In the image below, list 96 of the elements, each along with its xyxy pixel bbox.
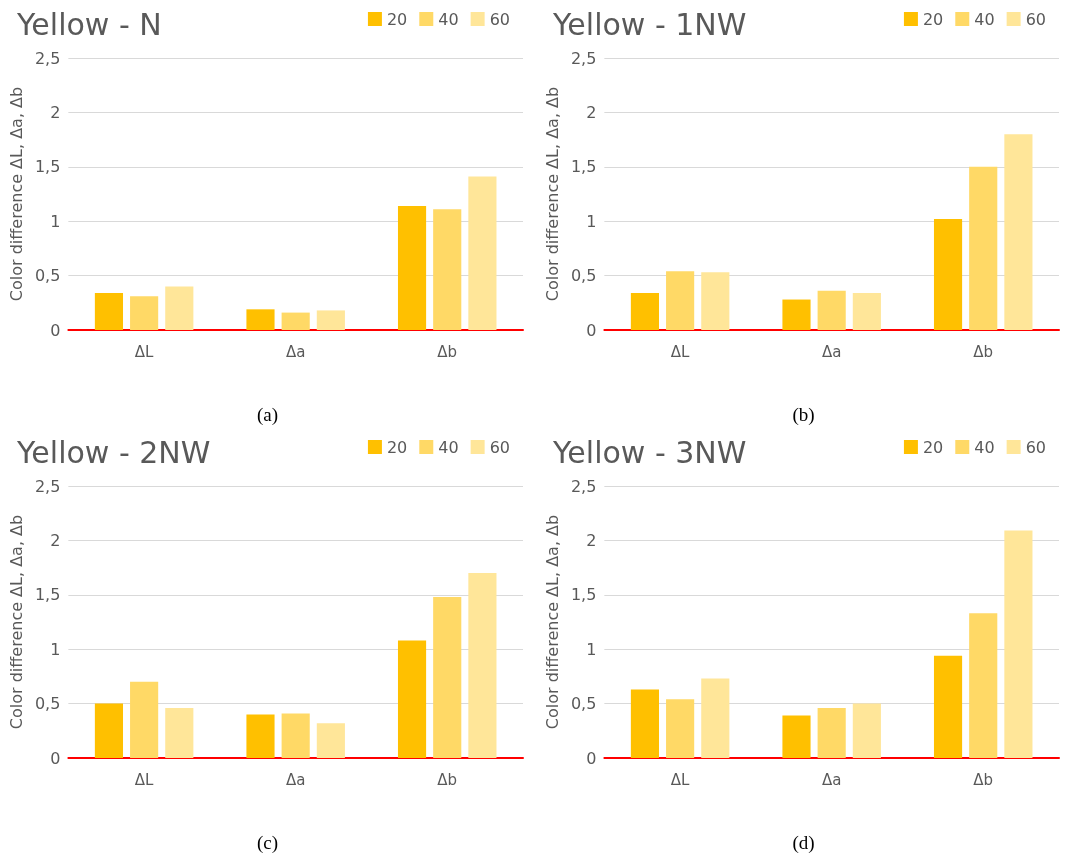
y-tick-label: 0: [586, 320, 597, 340]
y-tick-label: 2,5: [34, 476, 61, 496]
bar: [933, 655, 963, 758]
bar: [701, 678, 730, 758]
legend-label: 20: [386, 9, 408, 29]
text: (d): [792, 832, 815, 854]
y-tick-label: 0: [50, 320, 61, 340]
text: (c): [256, 832, 279, 854]
text: (b): [792, 404, 815, 426]
bar: [852, 293, 881, 330]
legend-label: 60: [489, 9, 510, 29]
y-tick-label: 1: [50, 639, 61, 659]
bar: [246, 309, 275, 330]
y-tick-label: 0,5: [570, 266, 597, 286]
bar: [666, 271, 695, 330]
legend-label: 20: [922, 437, 944, 457]
y-tick-label: 0: [586, 748, 597, 768]
y-tick-label: 2,5: [34, 48, 61, 68]
legend-label: 60: [489, 437, 510, 457]
y-tick-label: 2,5: [570, 48, 597, 68]
y-tick-label: 2: [50, 530, 61, 550]
chart-title: Yellow - N: [16, 6, 162, 42]
x-tick-label: Δa: [821, 770, 842, 789]
x-tick-label: Δa: [285, 770, 306, 789]
bar: [281, 713, 310, 758]
chart-title: Yellow - 1NW: [552, 6, 747, 42]
bar: [666, 699, 695, 758]
bar: [468, 176, 497, 330]
y-tick-label: 1,5: [34, 157, 61, 177]
bar: [782, 715, 811, 758]
y-tick-label: 0,5: [34, 694, 61, 714]
bar: [165, 707, 194, 758]
bar: [433, 209, 462, 330]
bar: [94, 293, 124, 330]
bar: [852, 703, 881, 758]
y-tick-label: 1,5: [34, 585, 61, 605]
bar: [969, 166, 998, 330]
bar: [630, 689, 660, 758]
y-tick-label: 2,5: [570, 476, 597, 496]
legend-label: 60: [1025, 437, 1046, 457]
bar: [316, 723, 345, 758]
x-tick-label: Δa: [285, 342, 306, 361]
bar: [933, 219, 963, 330]
bar: [397, 640, 427, 758]
y-tick-label: 1: [586, 639, 597, 659]
x-tick-label: ΔL: [134, 770, 155, 789]
y-tick-label: 1: [586, 211, 597, 231]
x-tick-label: Δb: [437, 770, 458, 789]
y-tick-label: 1: [50, 211, 61, 231]
bar: [246, 714, 275, 758]
x-tick-label: Δb: [437, 342, 458, 361]
y-tick-label: 2: [586, 530, 597, 550]
y-axis-title: Color difference ΔL, Δa, Δb: [542, 86, 562, 302]
x-tick-label: ΔL: [134, 342, 155, 361]
bar: [468, 573, 497, 758]
x-tick-label: Δa: [821, 342, 842, 361]
bar: [630, 293, 660, 330]
bar: [397, 205, 427, 330]
y-tick-label: 0: [50, 748, 61, 768]
y-axis-title: Color difference ΔL, Δa, Δb: [6, 86, 26, 302]
legend-label: 40: [438, 9, 459, 29]
legend-label: 20: [386, 437, 408, 457]
bar: [316, 310, 345, 330]
x-tick-label: ΔL: [670, 770, 691, 789]
bar: [1004, 530, 1033, 758]
legend-label: 40: [974, 437, 995, 457]
bar: [94, 703, 124, 758]
legend-label: 20: [922, 9, 944, 29]
bar: [433, 596, 462, 758]
y-axis-title: Color difference ΔL, Δa, Δb: [542, 514, 562, 730]
bar: [130, 296, 159, 330]
x-tick-label: Δb: [973, 342, 994, 361]
y-tick-label: 2: [50, 102, 61, 122]
y-tick-label: 2: [586, 102, 597, 122]
bar: [969, 613, 998, 758]
legend-label: 40: [438, 437, 459, 457]
bar: [817, 290, 846, 330]
legend-label: 60: [1025, 9, 1046, 29]
bar: [165, 286, 194, 330]
y-tick-label: 1,5: [570, 157, 597, 177]
y-tick-label: 1,5: [570, 585, 597, 605]
x-tick-label: Δb: [973, 770, 994, 789]
bar: [701, 272, 730, 330]
text: (a): [256, 404, 279, 426]
y-tick-label: 0,5: [570, 694, 597, 714]
bar: [130, 681, 159, 758]
y-tick-label: 0,5: [34, 266, 61, 286]
bar: [1004, 134, 1033, 330]
bar: [817, 707, 846, 758]
x-tick-label: ΔL: [670, 342, 691, 361]
chart-title: Yellow - 2NW: [16, 434, 211, 470]
legend-label: 40: [974, 9, 995, 29]
y-axis-title: Color difference ΔL, Δa, Δb: [6, 514, 26, 730]
bar: [782, 299, 811, 330]
bar: [281, 312, 310, 330]
chart-title: Yellow - 3NW: [552, 434, 747, 470]
